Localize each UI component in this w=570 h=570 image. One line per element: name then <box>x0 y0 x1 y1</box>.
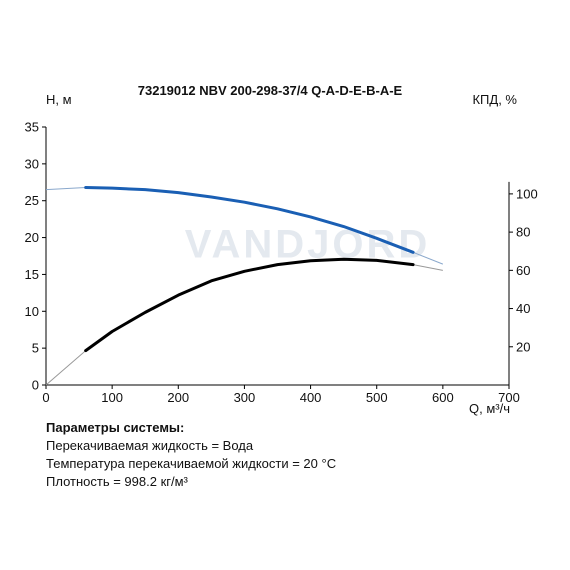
y2-tick-label: 40 <box>516 301 530 316</box>
series-1-line <box>84 185 415 254</box>
liquid-temperature-line: Температура перекачиваемой жидкости = 20… <box>46 456 337 471</box>
y-tick-label: 30 <box>25 156 39 171</box>
watermark-logo: VANDJORD <box>185 222 431 266</box>
y-tick-label: 25 <box>25 193 39 208</box>
x-tick-label: 0 <box>42 390 49 405</box>
pump-curve-chart: VANDJORD 0 5 10 15 20 25 30 35 0 100 200 300 400 500 60… <box>25 83 538 416</box>
y-tick-label: 20 <box>25 230 39 245</box>
x-tick-label: 500 <box>366 390 388 405</box>
chart-title: 73219012 NBV 200-298-37/4 Q-A-D-E-B-A-E <box>138 83 403 98</box>
system-parameters: Параметры системы: Перекачиваемая жидкос… <box>46 420 546 492</box>
y-tick-label: 10 <box>25 304 39 319</box>
x-tick-label: 300 <box>234 390 256 405</box>
y2-axis-label: КПД, % <box>472 92 517 107</box>
x-tick-label: 400 <box>300 390 322 405</box>
x-tick-label: 200 <box>167 390 189 405</box>
y-tick-label: 35 <box>25 120 39 135</box>
density-line: Плотность = 998.2 кг/м³ <box>46 474 188 489</box>
series-2-extension-line <box>45 258 443 386</box>
pumped-liquid-line: Перекачиваемая жидкость = Вода <box>46 438 254 453</box>
x-tick-label: 700 <box>498 390 520 405</box>
system-parameters-heading: Параметры системы: <box>46 420 185 435</box>
y-tick-label: 15 <box>25 267 39 282</box>
y2-tick-label: 80 <box>516 225 530 240</box>
y2-tick-label: 100 <box>516 186 538 201</box>
x-tick-label: 600 <box>432 390 454 405</box>
series-2-line <box>84 257 415 353</box>
x-axis-label: Q, м³/ч <box>469 401 510 416</box>
y-tick-label: 0 <box>32 378 39 393</box>
x-tick-label: 100 <box>101 390 123 405</box>
y-axis-label: H, м <box>46 92 72 107</box>
y2-tick-label: 20 <box>516 339 530 354</box>
y2-tick-label: 60 <box>516 263 530 278</box>
y-tick-label: 5 <box>32 341 39 356</box>
